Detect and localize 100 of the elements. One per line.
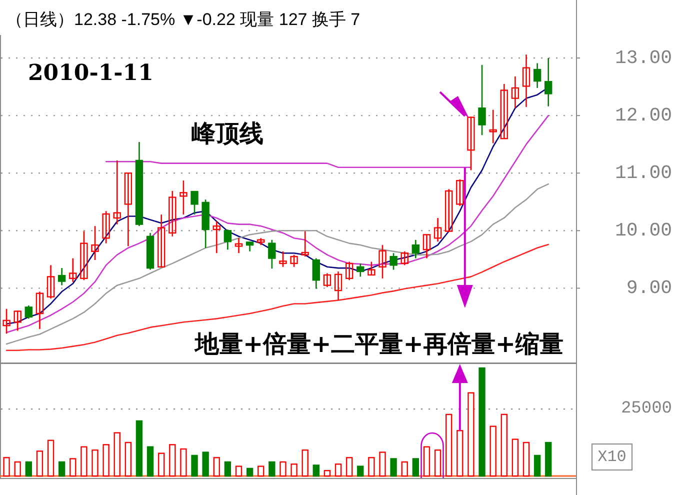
- bar: [500, 414, 508, 477]
- text: 25000: [620, 400, 672, 419]
- candlestick: [301, 230, 309, 258]
- candlestick: [113, 160, 121, 225]
- bar: [235, 466, 242, 477]
- bar: [346, 457, 353, 477]
- candlestick: [478, 64, 486, 136]
- candlestick: [456, 178, 464, 207]
- bar: [80, 446, 88, 477]
- y-tick-label: 11.00: [614, 162, 672, 184]
- bar: [522, 442, 530, 477]
- bar: [423, 446, 430, 477]
- bar: [379, 452, 386, 477]
- bar: [102, 444, 110, 477]
- candlestick: [24, 304, 32, 320]
- bar: [191, 454, 198, 477]
- candlestick: [268, 239, 276, 270]
- candlestick: [124, 172, 132, 247]
- candlestick: [2, 308, 10, 334]
- bar: [490, 426, 496, 477]
- candlestick: [345, 261, 354, 281]
- candlestick: [544, 57, 552, 108]
- candlestick: [489, 109, 497, 144]
- bar: [47, 440, 54, 477]
- bar: [92, 449, 98, 477]
- bar: [280, 461, 286, 477]
- candlestick: [290, 254, 298, 268]
- bar: [3, 457, 10, 477]
- bar: [268, 461, 276, 477]
- bar: [512, 438, 519, 477]
- candlestick: [102, 210, 110, 244]
- candlestick: [180, 180, 188, 216]
- candlestick: [80, 230, 88, 281]
- candlestick: [334, 270, 342, 301]
- candlestick: [323, 272, 332, 288]
- candlestick: [246, 240, 254, 252]
- bar: [25, 461, 32, 477]
- candlestick: [533, 62, 542, 89]
- bar: [468, 392, 474, 477]
- candlestick: [58, 267, 66, 286]
- bar: [246, 468, 254, 477]
- y-tick-label: 9.00: [626, 277, 672, 300]
- y-tick-label: 13.00: [614, 47, 672, 70]
- bar: [224, 461, 232, 477]
- y-tick-label: 10.00: [614, 220, 672, 242]
- candlestick: [422, 234, 431, 259]
- candlestick: [434, 217, 442, 242]
- bar: [478, 367, 486, 477]
- bar: [290, 464, 298, 477]
- candlestick: [444, 188, 453, 232]
- series-label: 峰顶线: [192, 118, 264, 148]
- bar: [258, 466, 264, 477]
- candlestick: [190, 190, 198, 216]
- bar: [169, 444, 176, 477]
- bar: [58, 461, 66, 477]
- bar: [368, 457, 375, 477]
- candlestick: [46, 264, 55, 300]
- bar: [334, 464, 342, 477]
- bar: [390, 458, 397, 477]
- candlestick: [511, 76, 520, 109]
- bar: [158, 452, 165, 477]
- bar: [36, 450, 44, 477]
- bar: [180, 448, 187, 477]
- candlestick: [91, 225, 99, 261]
- bar: [213, 457, 220, 477]
- bar: [456, 430, 464, 477]
- bar: [357, 466, 364, 477]
- bar: [302, 449, 308, 477]
- bar: [445, 414, 452, 477]
- candlestick: [279, 250, 287, 268]
- bar: [434, 449, 442, 477]
- bar: [312, 464, 320, 477]
- bar: [70, 458, 76, 477]
- candlestick: [312, 258, 320, 290]
- bar: [412, 458, 420, 477]
- y-tick-label: 12.00: [614, 104, 672, 127]
- bar: [114, 432, 120, 477]
- candlestick: [14, 310, 22, 332]
- candlestick: [500, 83, 508, 140]
- candlestick: [168, 190, 176, 238]
- candlestick: [522, 54, 530, 108]
- annotation: 2010-1-11: [28, 60, 154, 86]
- candlestick: [157, 214, 166, 268]
- candlestick: [400, 250, 408, 266]
- candlestick: [212, 220, 220, 254]
- bar: [534, 454, 541, 477]
- candlestick: [234, 237, 243, 254]
- candlestick: [356, 262, 364, 278]
- bar: [401, 461, 408, 477]
- candlestick: [412, 239, 420, 259]
- annotation: 地量+倍量+二平量+再倍量+缩量: [194, 329, 564, 358]
- candlestick: [69, 258, 77, 283]
- bar: [124, 442, 132, 477]
- candlestick: [368, 261, 376, 276]
- bar: [14, 461, 21, 477]
- chart-title: （日线）12.38 -1.75% ▼-0.22 现量 127 换手 7: [6, 10, 360, 29]
- bar: [146, 446, 154, 477]
- candlestick: [224, 228, 232, 250]
- bar: [202, 452, 209, 477]
- candlestick: [467, 116, 475, 171]
